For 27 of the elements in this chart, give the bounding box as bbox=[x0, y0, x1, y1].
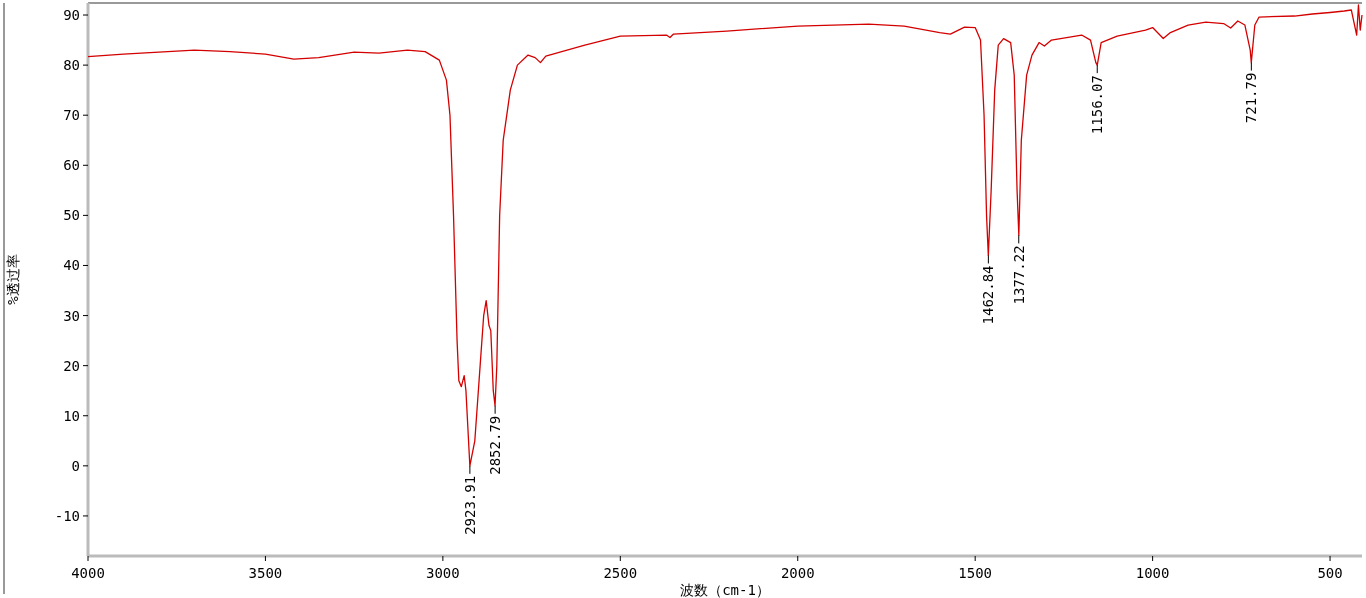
y-tick-label: 60 bbox=[63, 157, 80, 174]
x-axis-title: 波数（cm-1） bbox=[680, 582, 770, 598]
x-tick-label: 1500 bbox=[958, 565, 993, 581]
x-tick-label: 3500 bbox=[248, 565, 283, 581]
y-tick-label: 50 bbox=[63, 207, 80, 224]
x-tick-label: 4000 bbox=[71, 565, 105, 581]
x-tick-label: 3000 bbox=[426, 565, 460, 581]
y-tick-label: 20 bbox=[63, 357, 80, 374]
y-tick-label: -10 bbox=[54, 507, 80, 524]
y-tick-label: 0 bbox=[71, 457, 80, 474]
annotation: 2852.79 bbox=[487, 415, 504, 475]
y-tick-label: 30 bbox=[63, 307, 80, 324]
annotation: 1462.84 bbox=[980, 265, 997, 325]
y-tick-label: 90 bbox=[63, 7, 80, 24]
y-tick-label: 10 bbox=[63, 407, 80, 424]
y-tick-label: 70 bbox=[63, 107, 80, 124]
x-tick-label: 1000 bbox=[1135, 565, 1170, 581]
annotation: 1377.22 bbox=[1010, 245, 1027, 305]
annotation: 1156.07 bbox=[1089, 75, 1106, 135]
x-tick-label: 2000 bbox=[780, 565, 815, 581]
annotation: 721.79 bbox=[1243, 72, 1260, 124]
y-tick-label: 80 bbox=[63, 57, 80, 74]
x-tick-label: 500 bbox=[1317, 565, 1343, 581]
y-axis-title: %透过率 bbox=[5, 254, 21, 305]
x-tick-label: 2500 bbox=[603, 565, 638, 581]
y-tick-label: 40 bbox=[63, 257, 80, 274]
annotation: 2923.91 bbox=[461, 475, 478, 535]
